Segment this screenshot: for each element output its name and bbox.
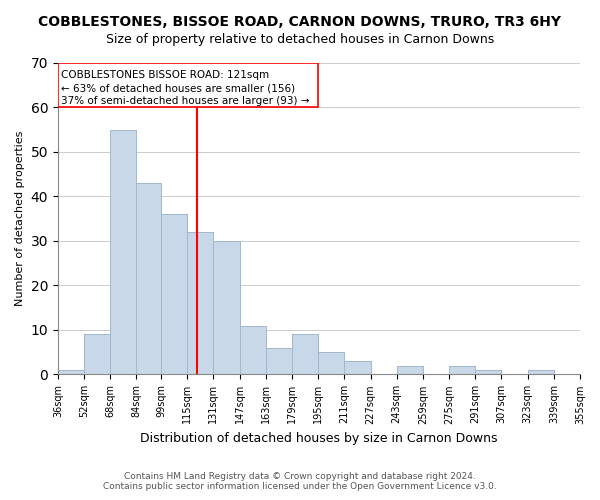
Text: COBBLESTONES BISSOE ROAD: 121sqm: COBBLESTONES BISSOE ROAD: 121sqm xyxy=(61,70,269,80)
Text: 37% of semi-detached houses are larger (93) →: 37% of semi-detached houses are larger (… xyxy=(61,96,310,106)
Bar xyxy=(449,366,475,374)
Bar xyxy=(110,130,136,374)
Bar xyxy=(187,232,214,374)
X-axis label: Distribution of detached houses by size in Carnon Downs: Distribution of detached houses by size … xyxy=(140,432,498,445)
Bar xyxy=(136,183,161,374)
Bar xyxy=(527,370,554,374)
Bar xyxy=(292,334,318,374)
FancyBboxPatch shape xyxy=(58,63,318,108)
Bar xyxy=(344,361,371,374)
Text: Contains HM Land Registry data © Crown copyright and database right 2024.
Contai: Contains HM Land Registry data © Crown c… xyxy=(103,472,497,491)
Bar xyxy=(397,366,423,374)
Text: Size of property relative to detached houses in Carnon Downs: Size of property relative to detached ho… xyxy=(106,32,494,46)
Bar xyxy=(318,352,344,374)
Bar xyxy=(214,241,239,374)
Bar xyxy=(84,334,110,374)
Bar xyxy=(266,348,292,374)
Bar xyxy=(475,370,502,374)
Bar xyxy=(161,214,187,374)
Bar xyxy=(58,370,84,374)
Text: ← 63% of detached houses are smaller (156): ← 63% of detached houses are smaller (15… xyxy=(61,83,295,93)
Bar xyxy=(239,326,266,374)
Y-axis label: Number of detached properties: Number of detached properties xyxy=(15,131,25,306)
Text: COBBLESTONES, BISSOE ROAD, CARNON DOWNS, TRURO, TR3 6HY: COBBLESTONES, BISSOE ROAD, CARNON DOWNS,… xyxy=(38,15,562,29)
